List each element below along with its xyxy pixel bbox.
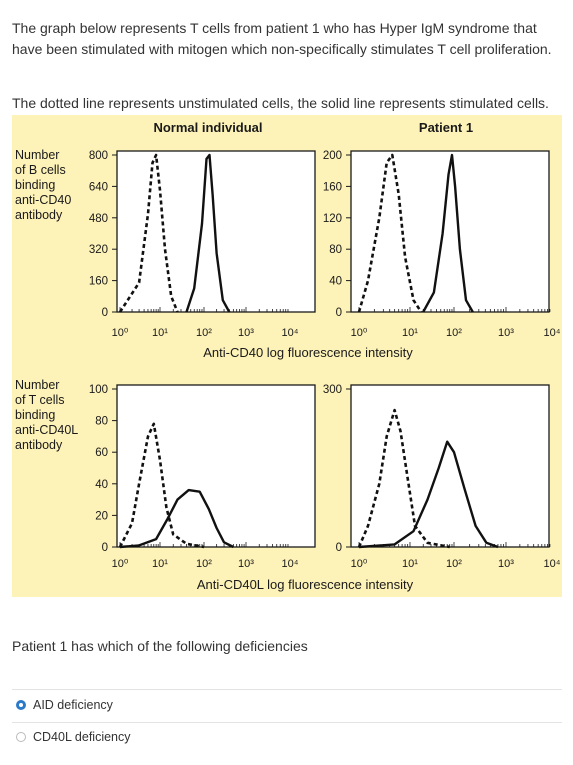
- x-tick-label: 10⁰: [351, 327, 368, 339]
- histogram-panel: 0 40 80 120 160 200 10⁰ 10¹ 10² 10³ 10⁴: [323, 150, 561, 339]
- unstimulated-dotted-line: [118, 422, 205, 549]
- x-tick-label: 10⁴: [544, 558, 561, 570]
- ylabel-line: antibody: [15, 438, 63, 452]
- x-tick-label: 10²: [196, 327, 212, 339]
- histogram-figure: Normal individual Patient 1 Number of B c…: [12, 115, 562, 597]
- row2-xlabel: Anti-CD40L log fluorescence intensity: [197, 577, 414, 592]
- ylabel-line: Number: [15, 378, 59, 392]
- header-patient-1: Patient 1: [419, 120, 473, 135]
- y-tick-label: 160: [323, 181, 342, 193]
- unstimulated-dotted-line: [357, 408, 450, 549]
- ylabel-line: binding: [15, 408, 55, 422]
- stimulated-solid-line: [185, 153, 231, 313]
- unstimulated-dotted-line: [118, 153, 179, 313]
- ylabel-line: anti-CD40: [15, 193, 71, 207]
- histogram-panel: 0 160 320 480 640 800 10⁰ 10¹ 10² 10³ 10⁴: [89, 150, 316, 339]
- option-label: CD40L deficiency: [33, 730, 131, 744]
- y-tick-label: 320: [89, 244, 108, 256]
- legend-note: The dotted line represents unstimulated …: [12, 95, 549, 111]
- y-tick-label: 100: [89, 384, 108, 396]
- y-tick-label: 40: [329, 276, 342, 288]
- ylabel-line: of B cells: [15, 163, 66, 177]
- plot-area: [350, 150, 550, 313]
- x-tick-label: 10⁴: [544, 327, 561, 339]
- divider: [12, 722, 562, 723]
- option-aid-deficiency[interactable]: AID deficiency: [0, 690, 573, 722]
- y-tick-label: 80: [329, 244, 342, 256]
- x-tick-label: 10²: [446, 558, 462, 570]
- x-tick-label: 10²: [196, 558, 212, 570]
- stimulated-solid-line: [422, 153, 474, 313]
- unstimulated-dotted-line: [357, 153, 423, 313]
- x-tick-label: 10¹: [152, 558, 168, 570]
- divider: [12, 689, 562, 690]
- x-tick-label: 10¹: [402, 327, 418, 339]
- y-tick-label: 300: [323, 384, 342, 396]
- y-tick-label: 0: [336, 542, 342, 554]
- stimulated-solid-line: [358, 440, 499, 549]
- x-tick-label: 10⁴: [282, 327, 299, 339]
- x-tick-label: 10³: [498, 327, 514, 339]
- ylabel-line: antibody: [15, 208, 63, 222]
- question-intro: The graph below represents T cells from …: [12, 20, 552, 57]
- ylabel-line: anti-CD40L: [15, 423, 78, 437]
- x-tick-label: 10⁰: [351, 558, 368, 570]
- radio-unselected-icon[interactable]: [16, 732, 26, 742]
- plot-area: [350, 384, 550, 548]
- x-tick-label: 10³: [238, 327, 254, 339]
- y-tick-label: 0: [102, 307, 108, 319]
- y-tick-label: 60: [95, 447, 108, 459]
- y-tick-label: 0: [336, 307, 342, 319]
- header-normal-individual: Normal individual: [153, 120, 262, 135]
- y-tick-label: 200: [323, 150, 342, 162]
- histogram-panel: 0 300 10⁰ 10¹ 10² 10³ 10⁴: [323, 384, 561, 570]
- y-tick-label: 20: [95, 510, 108, 522]
- y-tick-label: 80: [95, 416, 108, 428]
- option-cd40l-deficiency[interactable]: CD40L deficiency: [0, 722, 573, 754]
- x-tick-label: 10⁰: [112, 558, 129, 570]
- x-tick-label: 10⁰: [112, 327, 129, 339]
- ylabel-line: of T cells: [15, 393, 65, 407]
- y-tick-label: 480: [89, 213, 108, 225]
- y-tick-label: 40: [95, 479, 108, 491]
- radio-selected-icon[interactable]: [16, 700, 26, 710]
- x-tick-label: 10⁴: [282, 558, 299, 570]
- ylabel-line: binding: [15, 178, 55, 192]
- histogram-panel: 0 20 40 60 80 100 10⁰ 10¹ 10² 10³ 10⁴: [89, 384, 316, 570]
- x-tick-label: 10¹: [152, 327, 168, 339]
- y-tick-label: 160: [89, 276, 108, 288]
- y-tick-label: 0: [102, 542, 108, 554]
- x-tick-label: 10³: [238, 558, 254, 570]
- x-tick-label: 10²: [446, 327, 462, 339]
- y-tick-label: 800: [89, 150, 108, 162]
- x-tick-label: 10³: [498, 558, 514, 570]
- y-tick-label: 640: [89, 181, 108, 193]
- plot-area: [116, 384, 316, 548]
- option-label: AID deficiency: [33, 698, 113, 712]
- stimulated-solid-line: [119, 488, 234, 549]
- x-tick-label: 10¹: [402, 558, 418, 570]
- ylabel-line: Number: [15, 148, 59, 162]
- y-tick-label: 120: [323, 213, 342, 225]
- question-prompt: Patient 1 has which of the following def…: [12, 638, 308, 654]
- row1-xlabel: Anti-CD40 log fluorescence intensity: [203, 345, 413, 360]
